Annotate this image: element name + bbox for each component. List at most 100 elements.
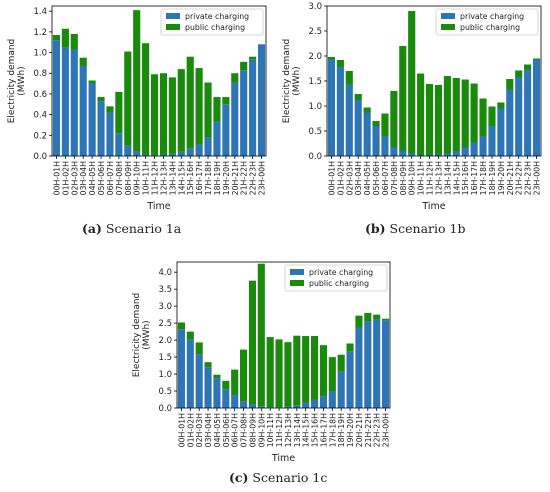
bar-public [213,374,221,379]
bar-public [240,61,248,71]
x-tick-label: 04H-05H [88,161,97,196]
bar-public [257,263,265,407]
bar-public [319,345,327,397]
bar-public [249,56,257,60]
bar-private [364,321,372,408]
x-tick-label: 07H-08H [240,413,249,448]
bar-private [52,40,61,156]
bar-private [470,142,478,156]
x-tick-label: 20H-21H [506,161,515,196]
x-tick-label: 04H-05H [213,413,222,448]
bar-private [257,406,265,408]
bar-private [346,351,354,408]
x-tick-label: 19H-20H [346,413,355,448]
bar-public [222,380,230,390]
x-tick-label: 06H-07H [381,161,390,196]
x-tick-label: 15H-16H [311,413,320,448]
x-tick-label: 22H-23H [524,161,533,196]
bar-private [372,126,380,156]
y-axis-label-unit: (MWh) [17,66,27,95]
x-tick-label: 19H-20H [497,161,506,196]
x-tick-label: 23H-00H [382,413,391,448]
bar-public [284,342,292,407]
bar-private [327,59,336,156]
bar-private [88,83,96,156]
bar-private [479,136,487,156]
x-tick-label: 18H-19H [213,161,222,196]
x-tick-label: 23H-00H [533,161,542,196]
bar-public [195,342,203,355]
bar-private [452,151,460,156]
x-tick-label: 14H-15H [302,413,311,448]
bar-public [204,82,212,138]
bar-public [97,97,105,102]
bar-public [302,336,310,403]
x-tick-label: 02H-03H [70,161,79,196]
bar-private [363,112,371,156]
bar-private [177,151,185,156]
x-tick-label: 10H-11H [417,161,426,196]
chart-scenario-1b: 0.0 0.5 1.0 1.5 2.0 2.5 3.0 00H-01H 01H-02H 02H-0… [282,2,542,212]
bar-private [425,155,434,156]
y-tick-label: 0.0 [158,404,172,414]
legend-label-public: public charging [185,23,245,32]
x-tick-label: 09H-10H [408,161,417,196]
bar-private [222,389,230,408]
y-tick-label: 1.4 [33,7,47,17]
bar-public [177,322,185,330]
x-tick-label: 14H-15H [452,161,461,196]
bar-private [515,77,523,156]
bar-public [70,33,78,50]
legend-swatch-public [441,24,455,30]
bar-public [186,56,194,149]
bar-public [399,46,407,151]
y-tick-label: 0.8 [33,69,47,79]
x-tick-label: 21H-22H [240,161,249,196]
x-tick-label: 09H-10H [133,161,142,196]
bar-public [248,280,256,405]
x-tick-label: 15H-16H [186,161,195,196]
x-tick-label: 16H-17H [195,161,204,196]
y-tick-label: 1.2 [33,28,47,38]
bar-private [302,402,310,408]
legend-label-private: private charging [460,12,524,21]
x-tick-label: 00H-01H [327,161,336,196]
bar-private [168,153,176,156]
y-tick-label: 0.4 [33,111,47,121]
legend-swatch-private [290,269,304,275]
bar-public [52,34,61,41]
bar-public [327,57,336,60]
x-tick-label: 01H-02H [186,413,195,448]
y-axis-label-unit: (MWh) [292,66,302,95]
bar-public [177,69,185,152]
x-tick-label: 15H-16H [461,161,470,196]
y-tick-label: 2.0 [158,336,172,346]
x-tick-label: 02H-03H [345,161,354,196]
legend-box [284,264,388,292]
x-tick-label: 07H-08H [390,161,399,196]
y-tick-label: 0.2 [33,131,47,141]
bar-private [195,144,203,156]
bar-private [249,59,257,156]
bar-public [336,60,344,67]
bar-private [417,155,425,156]
x-tick-label: 23H-00H [258,161,267,196]
bar-public [345,71,353,85]
x-tick-label: 20H-21H [231,161,240,196]
bar-private [506,89,514,156]
x-tick-label: 18H-19H [337,413,346,448]
y-tick-label: 1.0 [308,102,322,112]
legend-label-public: public charging [309,279,369,288]
bar-private [293,405,301,408]
bar-private [231,395,239,408]
bar-private [434,154,443,156]
bar-public [488,106,496,126]
bar-private [257,44,266,156]
bar-private [319,396,327,408]
x-tick-label: 13H-14H [293,413,302,448]
bar-private [213,378,221,408]
bar-public [133,10,141,152]
bar-public [417,73,425,155]
x-tick-label: 22H-23H [373,413,382,448]
y-tick-label: 3.0 [158,302,172,312]
